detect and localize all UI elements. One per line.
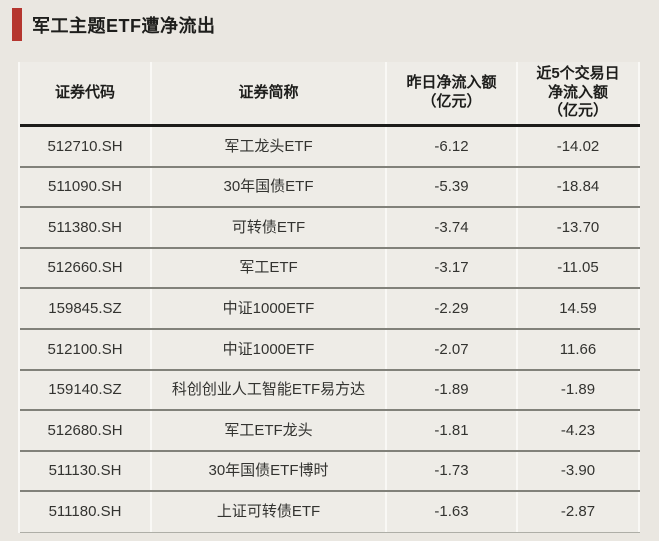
cell-yesterday-flow: -2.07 [387, 329, 518, 369]
cell-security-code: 512660.SH [20, 248, 152, 288]
cell-five-day-flow: -4.23 [518, 411, 640, 450]
cell-security-code: 511090.SH [20, 167, 152, 207]
cell-yesterday-flow: -3.17 [387, 248, 518, 288]
cell-security-name: 中证1000ETF [152, 329, 387, 369]
header-security-code: 证券代码 [20, 62, 152, 124]
page-title: 军工主题ETF遭净流出 [32, 15, 216, 36]
cell-five-day-flow: -11.05 [518, 248, 640, 288]
cell-yesterday-flow: -1.89 [387, 370, 518, 410]
cell-security-code: 512710.SH [20, 127, 152, 166]
table-header-row: 证券代码 证券简称 昨日净流入额 （亿元） 近5个交易日 净流入额 （亿元） [20, 62, 640, 127]
etf-flow-table: 证券代码 证券简称 昨日净流入额 （亿元） 近5个交易日 净流入额 （亿元） 5… [18, 62, 640, 533]
header-security-name: 证券简称 [152, 62, 387, 124]
cell-five-day-flow: -13.70 [518, 208, 640, 247]
header-five-day-net-inflow: 近5个交易日 净流入额 （亿元） [518, 62, 640, 124]
cell-five-day-flow: -18.84 [518, 167, 640, 207]
header-yesterday-net-inflow: 昨日净流入额 （亿元） [387, 62, 518, 124]
cell-yesterday-flow: -5.39 [387, 167, 518, 207]
table-row: 512680.SH 军工ETF龙头 -1.81 -4.23 [20, 411, 640, 452]
cell-security-name: 上证可转债ETF [152, 492, 387, 532]
cell-yesterday-flow: -2.29 [387, 289, 518, 328]
cell-security-code: 511380.SH [20, 208, 152, 247]
cell-security-name: 军工龙头ETF [152, 127, 387, 166]
cell-security-name: 军工ETF [152, 248, 387, 288]
table-row: 511180.SH 上证可转债ETF -1.63 -2.87 [20, 492, 640, 533]
table-row: 159140.SZ 科创创业人工智能ETF易方达 -1.89 -1.89 [20, 370, 640, 412]
cell-security-code: 512680.SH [20, 411, 152, 450]
cell-yesterday-flow: -1.73 [387, 451, 518, 491]
table-row: 511130.SH 30年国债ETF博时 -1.73 -3.90 [20, 451, 640, 493]
cell-security-code: 511180.SH [20, 492, 152, 532]
cell-yesterday-flow: -6.12 [387, 127, 518, 166]
cell-five-day-flow: 14.59 [518, 289, 640, 328]
cell-security-name: 可转债ETF [152, 208, 387, 247]
cell-security-name: 军工ETF龙头 [152, 411, 387, 450]
cell-five-day-flow: -2.87 [518, 492, 640, 532]
table-row: 511090.SH 30年国债ETF -5.39 -18.84 [20, 167, 640, 209]
cell-yesterday-flow: -1.63 [387, 492, 518, 532]
table-row: 512100.SH 中证1000ETF -2.07 11.66 [20, 329, 640, 371]
table-row: 159845.SZ 中证1000ETF -2.29 14.59 [20, 289, 640, 330]
cell-security-name: 中证1000ETF [152, 289, 387, 328]
cell-security-code: 159140.SZ [20, 370, 152, 410]
table-row: 512710.SH 军工龙头ETF -6.12 -14.02 [20, 127, 640, 168]
cell-five-day-flow: -1.89 [518, 370, 640, 410]
cell-security-code: 159845.SZ [20, 289, 152, 328]
cell-security-name: 科创创业人工智能ETF易方达 [152, 370, 387, 410]
page-title-block: 军工主题ETF遭净流出 [12, 8, 216, 41]
title-accent-bar [12, 8, 22, 41]
cell-security-name: 30年国债ETF博时 [152, 451, 387, 491]
table-row: 512660.SH 军工ETF -3.17 -11.05 [20, 248, 640, 290]
cell-five-day-flow: -3.90 [518, 451, 640, 491]
cell-yesterday-flow: -3.74 [387, 208, 518, 247]
cell-security-name: 30年国债ETF [152, 167, 387, 207]
cell-security-code: 511130.SH [20, 451, 152, 491]
cell-security-code: 512100.SH [20, 329, 152, 369]
cell-five-day-flow: 11.66 [518, 329, 640, 369]
table-row: 511380.SH 可转债ETF -3.74 -13.70 [20, 208, 640, 249]
cell-five-day-flow: -14.02 [518, 127, 640, 166]
cell-yesterday-flow: -1.81 [387, 411, 518, 450]
